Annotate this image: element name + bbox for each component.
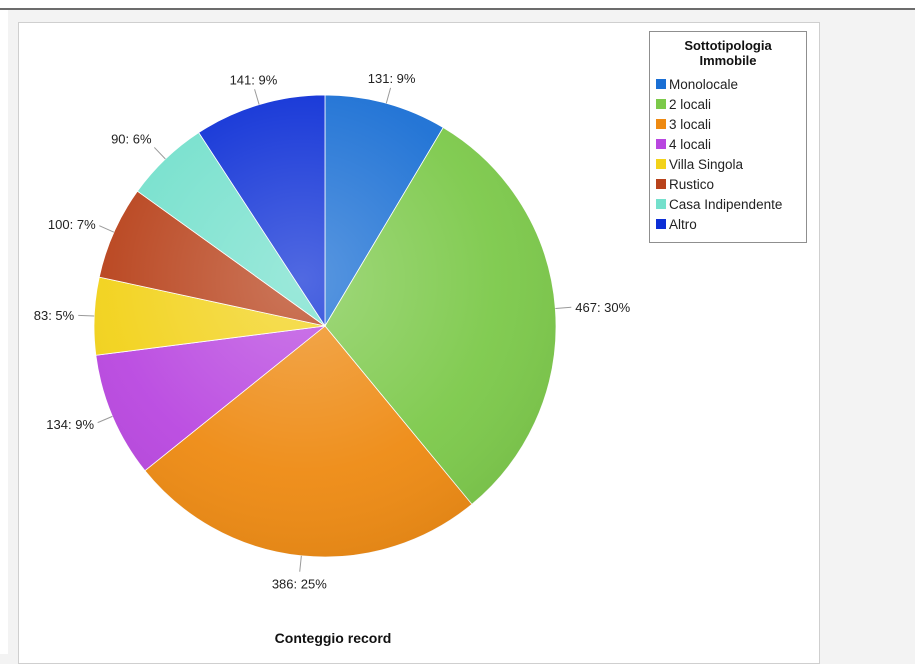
legend-swatch — [656, 179, 666, 189]
legend-swatch — [656, 199, 666, 209]
slice-data-label: 134: 9% — [46, 417, 94, 432]
label-leader-line — [97, 415, 113, 424]
legend-label: Casa Indipendente — [669, 196, 783, 212]
legend-item[interactable]: Villa Singola — [650, 154, 806, 174]
legend-swatch — [656, 159, 666, 169]
slice-data-label: 100: 7% — [48, 217, 96, 232]
legend-swatch — [656, 139, 666, 149]
legend-item[interactable]: 4 locali — [650, 134, 806, 154]
label-leader-line — [299, 555, 302, 572]
legend-item[interactable]: Rustico — [650, 174, 806, 194]
chart-legend: Sottotipologia Immobile Monolocale 2 loca… — [649, 31, 807, 243]
legend-label: Rustico — [669, 176, 715, 192]
window-top-bar — [0, 0, 915, 10]
slice-data-label: 141: 9% — [230, 72, 278, 87]
label-leader-line — [555, 306, 572, 309]
slice-data-label: 83: 5% — [34, 308, 75, 323]
label-leader-line — [254, 89, 260, 105]
slice-data-label: 131: 9% — [368, 71, 416, 86]
legend-swatch — [656, 119, 666, 129]
slice-data-label: 386: 25% — [272, 577, 327, 592]
legend-item[interactable]: Casa Indipendente — [650, 194, 806, 214]
legend-swatch — [656, 99, 666, 109]
legend-title: Sottotipologia Immobile — [684, 38, 772, 68]
legend-item[interactable]: 2 locali — [650, 94, 806, 114]
chart-title: Conteggio record — [275, 630, 392, 646]
label-leader-line — [153, 147, 166, 160]
legend-item[interactable]: 3 locali — [650, 114, 806, 134]
window-left-edge — [0, 10, 8, 654]
legend-label: 4 locali — [669, 136, 712, 152]
slice-data-label: 90: 6% — [111, 132, 152, 147]
label-leader-line — [78, 314, 95, 317]
label-leader-line — [385, 87, 392, 104]
label-leader-line — [99, 225, 115, 233]
legend-label: 3 locali — [669, 116, 712, 132]
legend-item[interactable]: Monolocale — [650, 74, 806, 94]
legend-label: Altro — [669, 216, 697, 232]
legend-label: Monolocale — [669, 76, 739, 92]
legend-swatch — [656, 219, 666, 229]
slice-data-label: 467: 30% — [575, 300, 630, 315]
legend-swatch — [656, 79, 666, 89]
legend-item[interactable]: Altro — [650, 214, 806, 234]
legend-label: 2 locali — [669, 96, 712, 112]
legend-label: Villa Singola — [669, 156, 744, 172]
